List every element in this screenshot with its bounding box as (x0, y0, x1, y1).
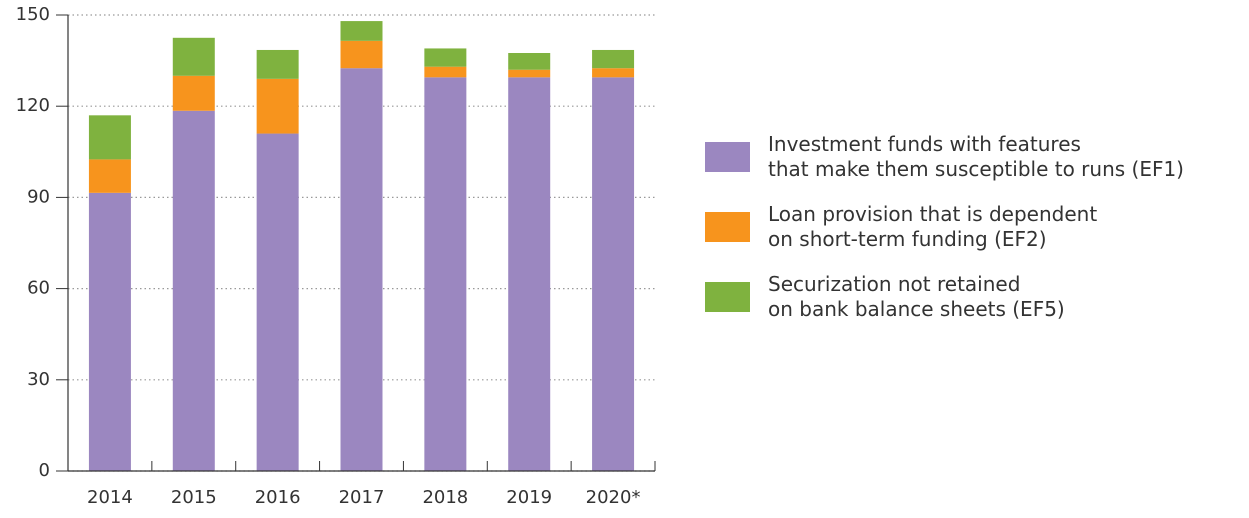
bar-segment (88, 192, 131, 471)
plot: 0 30 60 90 120 150 2014 2015 2016 2017 2018 2019 202… (16, 4, 656, 508)
bar-segment (256, 133, 299, 471)
bar-segment (508, 69, 551, 78)
bar-segment (88, 115, 131, 160)
x-tick-label: 2018 (422, 487, 468, 508)
bar-segment (340, 40, 383, 69)
legend: Investment funds with features that make… (705, 132, 1184, 342)
bar-segment (340, 21, 383, 41)
bar-segment (508, 53, 551, 70)
bar-segment (592, 49, 635, 69)
legend-label: Loan provision that is dependent on shor… (768, 202, 1098, 251)
x-tick-label: 2019 (506, 487, 552, 508)
legend-swatch (705, 282, 750, 312)
legend-label: Securization not retained on bank balanc… (768, 272, 1065, 321)
y-tick-label: 120 (16, 95, 50, 116)
x-tick-label: 2020* (586, 487, 641, 508)
y-tick-label: 0 (39, 460, 50, 481)
legend-label: Investment funds with features that make… (768, 132, 1184, 181)
bar-segment (172, 110, 215, 471)
bar-segment (424, 66, 467, 78)
legend-item: Loan provision that is dependent on shor… (705, 202, 1184, 252)
bar-segment (340, 68, 383, 471)
bar-segment (424, 48, 467, 67)
bar-segment (88, 159, 131, 193)
legend-swatch (705, 142, 750, 172)
y-tick-label: 90 (27, 186, 50, 207)
legend-swatch (705, 212, 750, 242)
bar-segment (508, 77, 551, 471)
y-tick-label: 60 (27, 278, 50, 299)
x-tick-label: 2015 (171, 487, 217, 508)
x-tick-label: 2014 (87, 487, 133, 508)
bar-segment (424, 77, 467, 471)
legend-item: Investment funds with features that make… (705, 132, 1184, 182)
bar-segment (256, 78, 299, 134)
bar-segment (256, 49, 299, 79)
x-tick-label: 2016 (255, 487, 301, 508)
bar-segment (592, 77, 635, 471)
y-tick-label: 30 (27, 369, 50, 390)
y-tick-label: 150 (16, 4, 50, 25)
x-tick-label: 2017 (339, 487, 385, 508)
bar-segment (172, 75, 215, 111)
bar-segment (592, 68, 635, 78)
bar-segment (172, 37, 215, 76)
legend-item: Securization not retained on bank balanc… (705, 272, 1184, 322)
